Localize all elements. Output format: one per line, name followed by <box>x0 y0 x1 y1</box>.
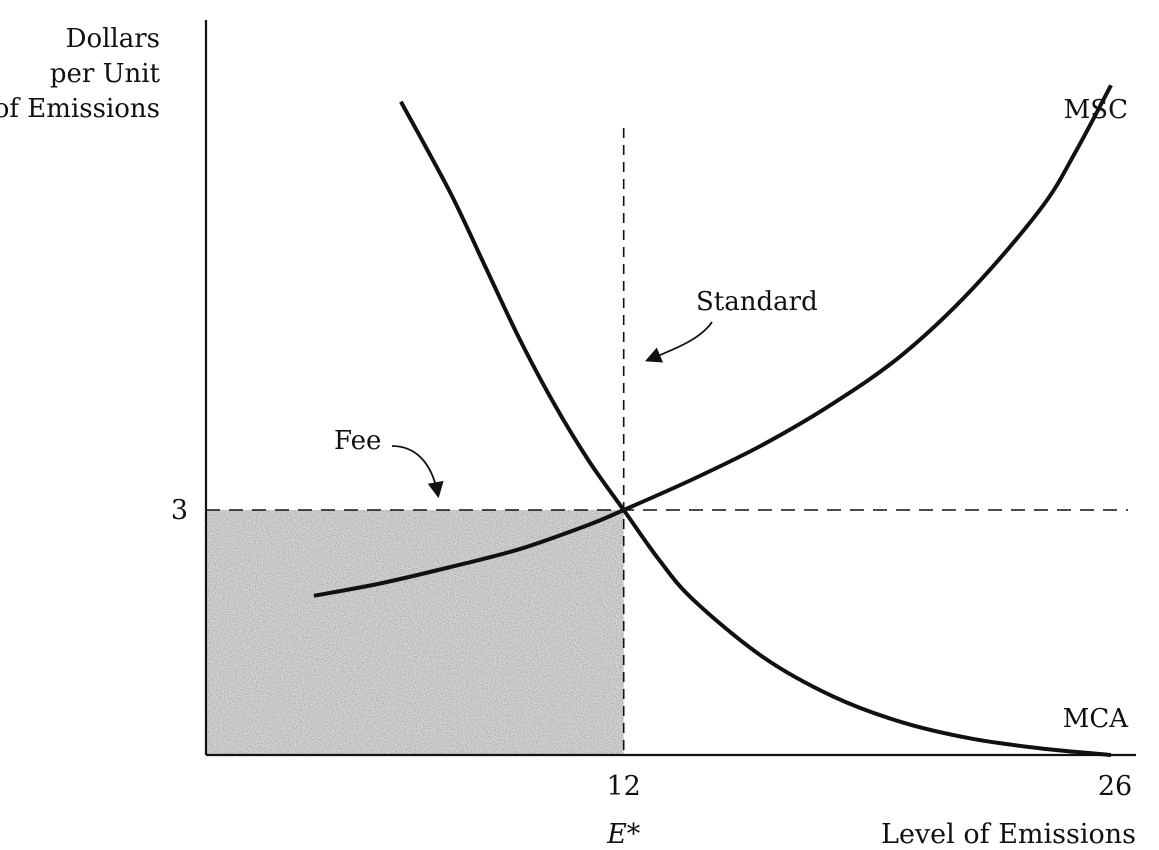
shaded-region <box>206 510 624 755</box>
x-tick-label-26: 26 <box>1098 771 1132 802</box>
y-tick-label-3: 3 <box>171 495 188 526</box>
fee-arrow <box>391 445 444 499</box>
msc-curve <box>313 84 1113 598</box>
standard-label: Standard <box>696 287 818 317</box>
x-tick-label-12: 12 <box>607 771 641 802</box>
y-axis-label-line-3: of Emissions <box>0 94 160 124</box>
mca-curve <box>399 100 1112 757</box>
fee-label: Fee <box>334 426 381 456</box>
mca-label: MCA <box>1063 704 1130 734</box>
e-star-label: E* <box>606 819 641 850</box>
y-axis-label: Dollars per Unit of Emissions <box>0 24 161 124</box>
y-axis-label-line-2: per Unit <box>50 59 161 89</box>
y-axis-label-line-1: Dollars <box>66 24 160 54</box>
shaded-region-stipple <box>206 510 624 755</box>
msc-label: MSC <box>1064 95 1128 125</box>
standard-arrow <box>645 321 713 363</box>
x-axis-label: Level of Emissions <box>881 819 1136 850</box>
